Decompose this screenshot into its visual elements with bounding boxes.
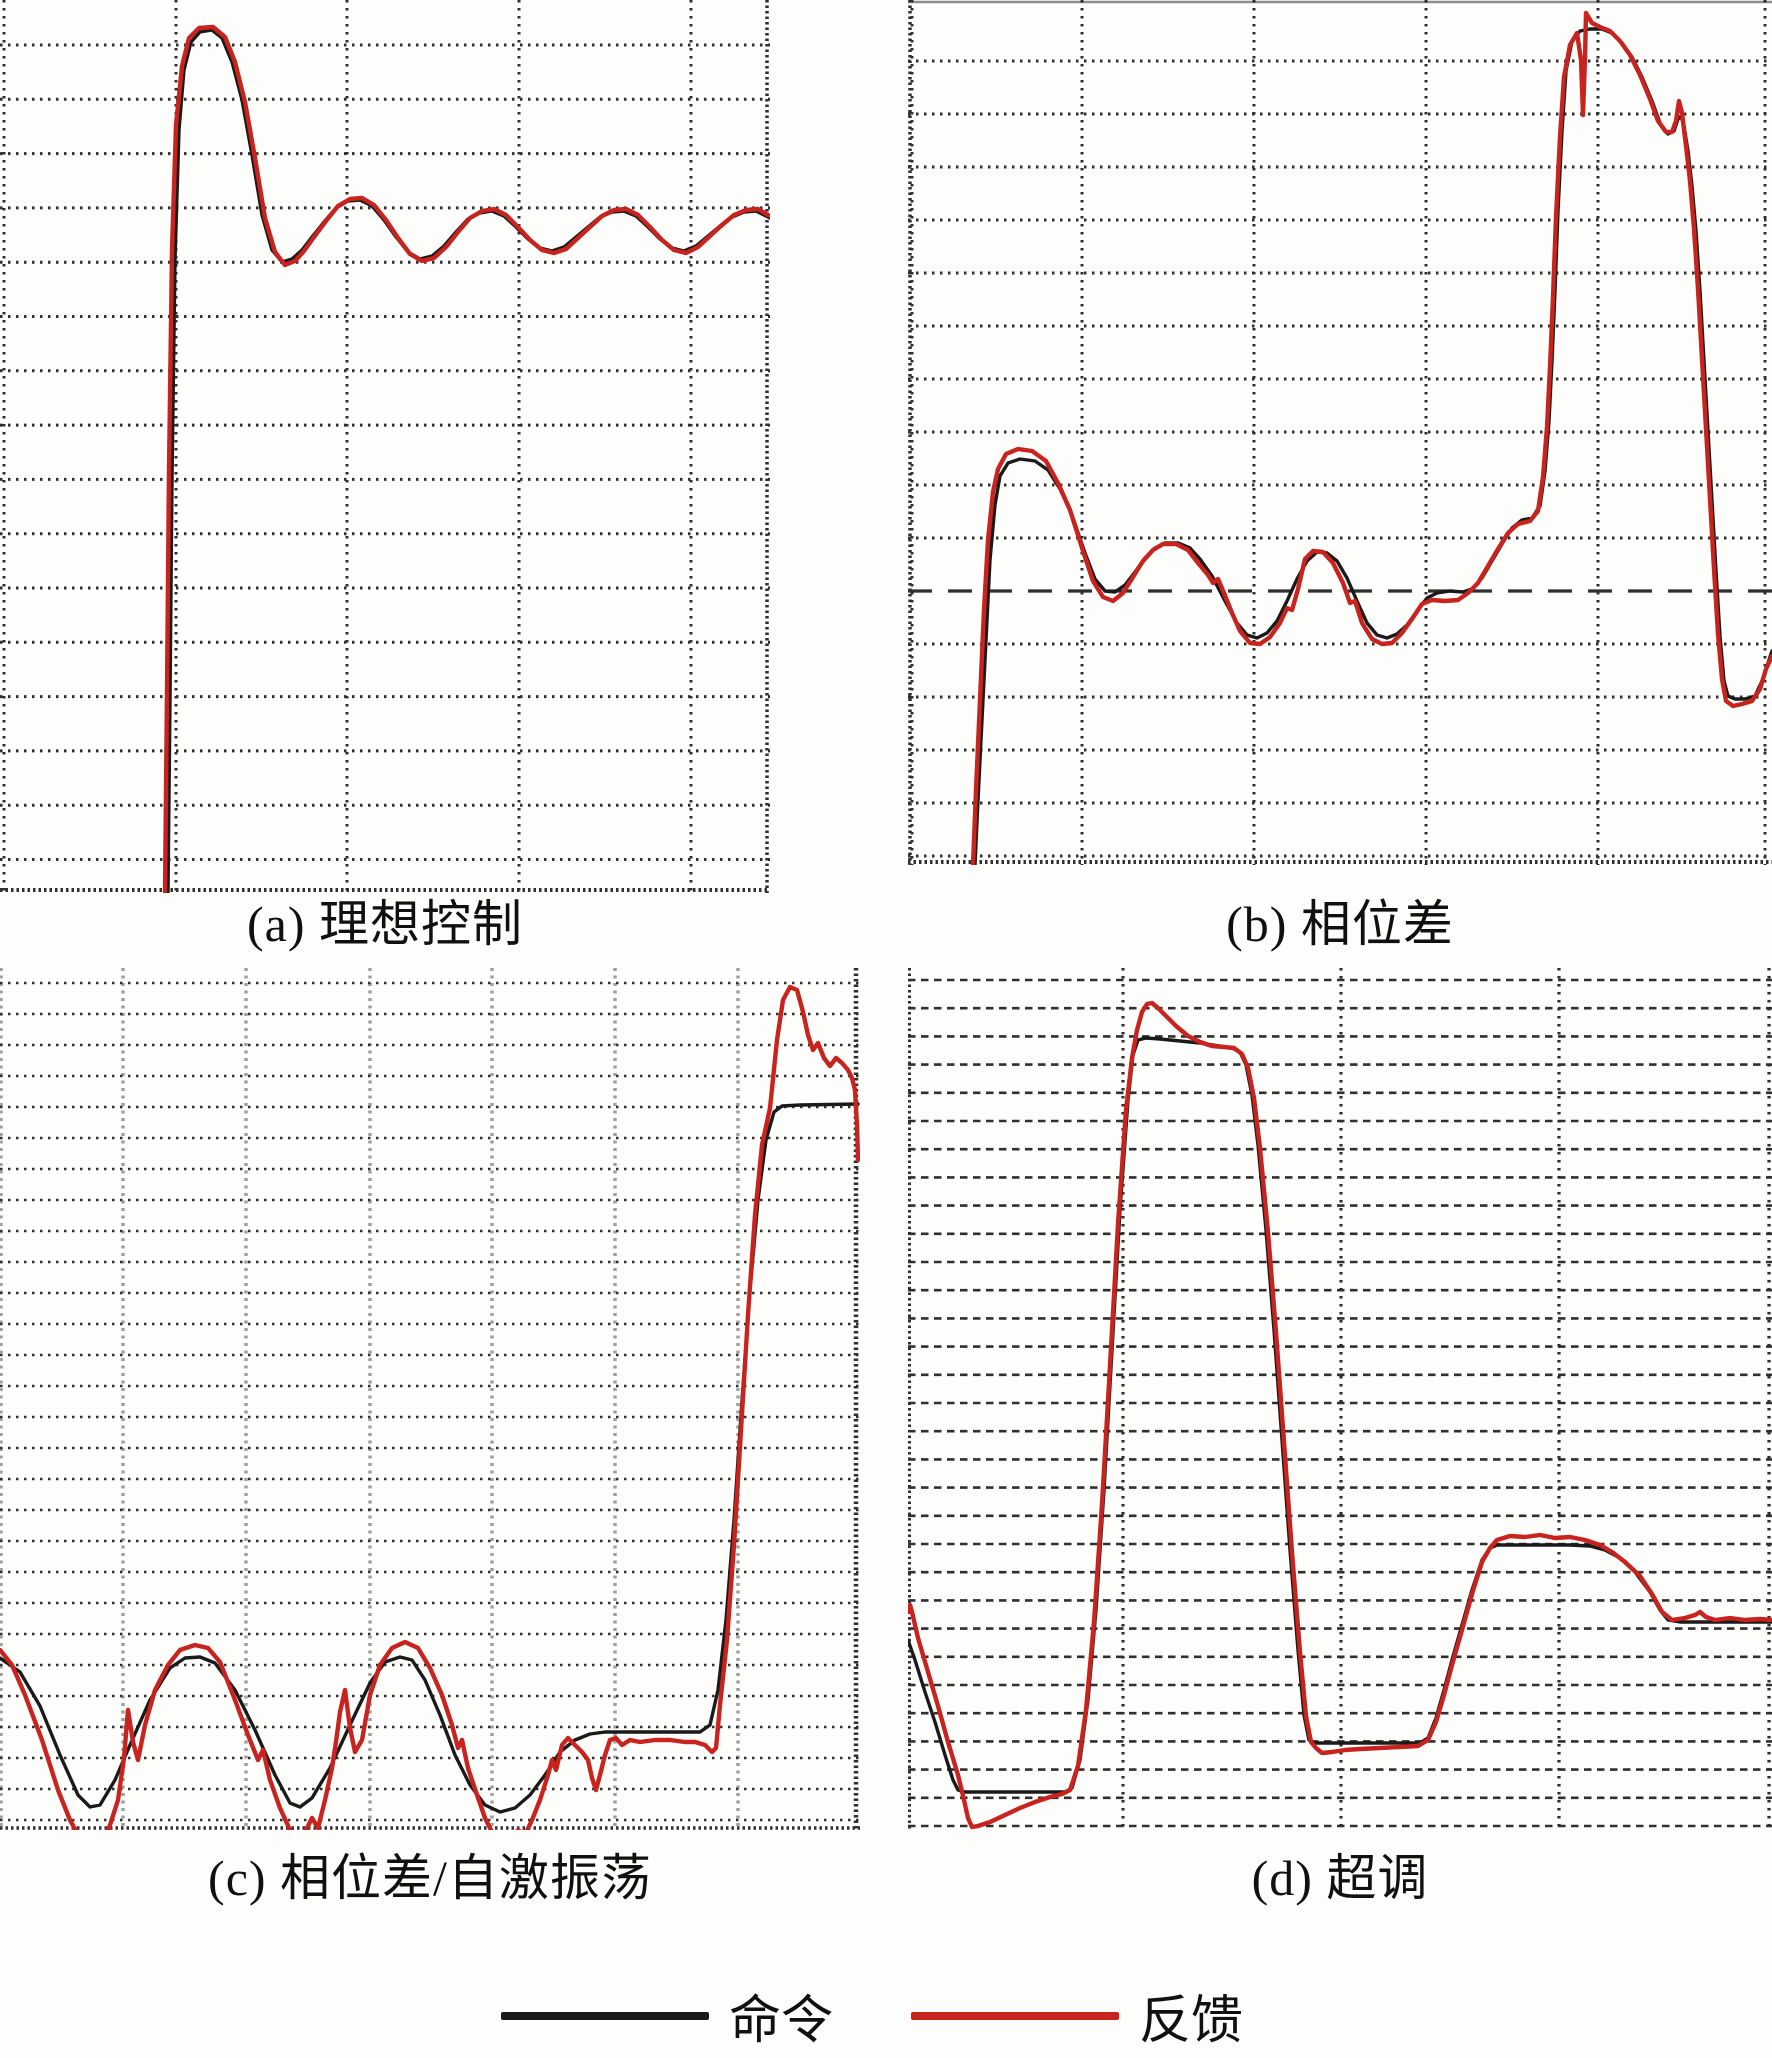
subplot-c-phase-diff-self-oscillation xyxy=(0,968,860,1830)
feedback-line-swatch xyxy=(911,2011,1119,2020)
feedback-curve xyxy=(970,10,1772,865)
command-curve xyxy=(908,1036,1772,1794)
feedback-curve xyxy=(0,984,860,1830)
legend-label-command: 命令 xyxy=(728,1993,833,2050)
command-curve xyxy=(166,28,770,893)
subplot-d-overshoot xyxy=(908,968,1772,1830)
legend-label-feedback: 反馈 xyxy=(1139,1993,1244,2050)
command-line-swatch xyxy=(500,2011,709,2020)
subplot-a-ideal-control xyxy=(0,0,770,893)
command-curve xyxy=(973,27,1772,865)
legend: 命令 反馈 xyxy=(0,1978,1758,2053)
caption-b: (b) 相位差 xyxy=(1226,896,1454,952)
caption-d: (d) 超调 xyxy=(1251,1850,1429,1906)
legend-item-feedback: 反馈 xyxy=(911,1978,1243,2053)
subplot-b-phase-difference xyxy=(908,0,1772,865)
feedback-curve xyxy=(162,24,770,893)
feedback-curve xyxy=(908,1000,1772,1830)
command-curve xyxy=(0,1102,860,1814)
legend-item-command: 命令 xyxy=(500,1978,833,2053)
caption-c: (c) 相位差/自激振荡 xyxy=(208,1850,652,1906)
caption-a: (a) 理想控制 xyxy=(247,896,523,952)
